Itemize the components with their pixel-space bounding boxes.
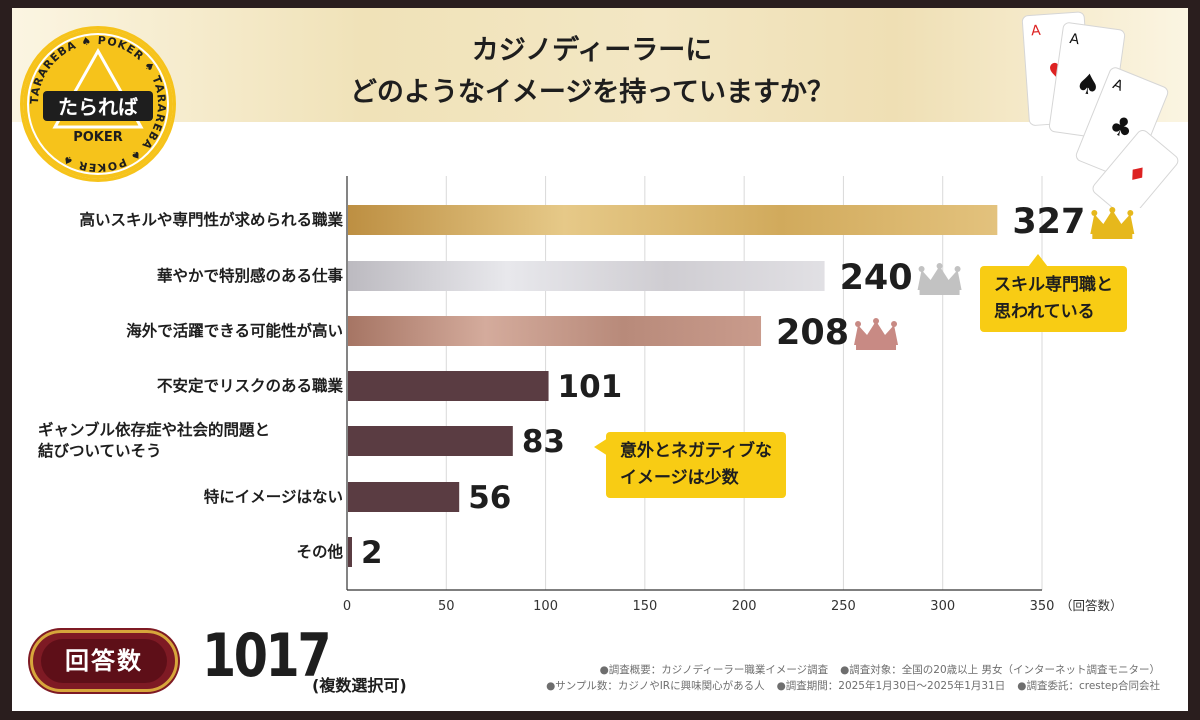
footnote-line-2: ●サンプル数：カジノやIRに興味関心がある人 ●調査期間：2025年1月30日〜2… xyxy=(546,680,1160,692)
infographic-frame: カジノディーラーに どのようなイメージを持っていますか？ TARAREBA ♠ … xyxy=(12,8,1188,711)
svg-text:A: A xyxy=(1031,23,1042,40)
logo-text: たられば xyxy=(58,95,138,119)
bar-2 xyxy=(348,316,762,346)
chart-title: カジノディーラーに どのようなイメージを持っていますか？ xyxy=(292,30,892,114)
crown-gold-icon xyxy=(1090,207,1135,239)
playing-cards-decoration: A ♥ A ♠ A ♣ ♦ xyxy=(1002,8,1188,220)
x-tick-label-150: 150 xyxy=(632,599,657,614)
value-label-1: 240 xyxy=(840,258,913,298)
callout-middle-pointer xyxy=(594,438,608,456)
bar-4 xyxy=(348,426,513,456)
category-label-2: 海外で活躍できる可能性が高い xyxy=(126,321,343,340)
title-line-1: カジノディーラーに xyxy=(471,35,713,66)
x-tick-label-350: 350 xyxy=(1030,599,1055,614)
value-label-5: 56 xyxy=(468,480,511,516)
x-tick-label-250: 250 xyxy=(831,599,856,614)
svg-text:A: A xyxy=(1069,31,1081,48)
x-tick-label-100: 100 xyxy=(533,599,558,614)
x-tick-label-50: 50 xyxy=(438,599,455,614)
value-label-2: 208 xyxy=(776,313,849,353)
callout-middle: 意外とネガティブな イメージは少数 xyxy=(606,432,786,498)
svg-text:♠: ♠ xyxy=(1073,66,1102,102)
x-axis-unit: （回答数） xyxy=(1060,598,1123,613)
category-label-6: その他 xyxy=(296,542,343,561)
title-line-2: どのようなイメージを持っていますか？ xyxy=(349,77,835,108)
value-label-0: 327 xyxy=(1012,202,1085,242)
bar-chart: 327 240 208 101 83 56 2 0 50 100 150 200 250 300 350 （… xyxy=(343,176,1135,614)
bar-1 xyxy=(348,261,825,291)
crown-silver-icon xyxy=(917,263,962,295)
crown-bronze-icon xyxy=(854,318,899,350)
callout-middle-line-2: イメージは少数 xyxy=(620,468,739,488)
total-value: 1017 xyxy=(202,621,332,691)
callout-top: スキル専門職と 思われている xyxy=(980,266,1127,332)
category-label-3: 不安定でリスクのある職業 xyxy=(156,376,343,395)
value-label-6: 2 xyxy=(361,535,383,571)
callout-middle-line-1: 意外とネガティブな xyxy=(620,441,772,461)
value-label-3: 101 xyxy=(558,369,623,405)
bar-6 xyxy=(348,537,352,567)
value-label-4: 83 xyxy=(522,424,565,460)
category-label-1: 華やかで特別感のある仕事 xyxy=(156,266,343,285)
total-label: 回答数 xyxy=(41,639,167,683)
x-tick-label-300: 300 xyxy=(930,599,955,614)
category-label-5: 特にイメージはない xyxy=(203,487,343,506)
callout-top-line-2: 思われている xyxy=(994,302,1095,322)
bar-0 xyxy=(348,205,998,235)
total-note: (複数選択可) xyxy=(312,676,407,695)
logo-graphic: TARAREBA ♠ POKER ♠ TARAREBA ♠ POKER ♠ たら… xyxy=(28,34,167,174)
callout-top-pointer xyxy=(1028,254,1048,267)
tarareba-poker-logo: TARAREBA ♠ POKER ♠ TARAREBA ♠ POKER ♠ たら… xyxy=(20,26,176,182)
header-band xyxy=(12,8,1188,122)
bar-3 xyxy=(348,371,549,401)
x-tick-label-0: 0 xyxy=(343,599,351,614)
total-label-badge: 回答数 xyxy=(30,630,178,692)
bar-5 xyxy=(348,482,460,512)
category-label-4: ギャンブル依存症や社会的問題と 結びついていそう xyxy=(38,421,271,460)
logo-sub: POKER xyxy=(73,130,123,145)
footnote-line-1: ●調査概要：カジノディーラー職業イメージ調査 ●調査対象：全国の20歳以上 男女（… xyxy=(599,664,1160,676)
category-label-0: 高いスキルや専門性が求められる職業 xyxy=(79,210,343,229)
x-tick-label-200: 200 xyxy=(732,599,757,614)
survey-footnotes: ●調査概要：カジノディーラー職業イメージ調査 ●調査対象：全国の20歳以上 男女（… xyxy=(534,662,1160,694)
callout-top-line-1: スキル専門職と xyxy=(994,275,1113,295)
